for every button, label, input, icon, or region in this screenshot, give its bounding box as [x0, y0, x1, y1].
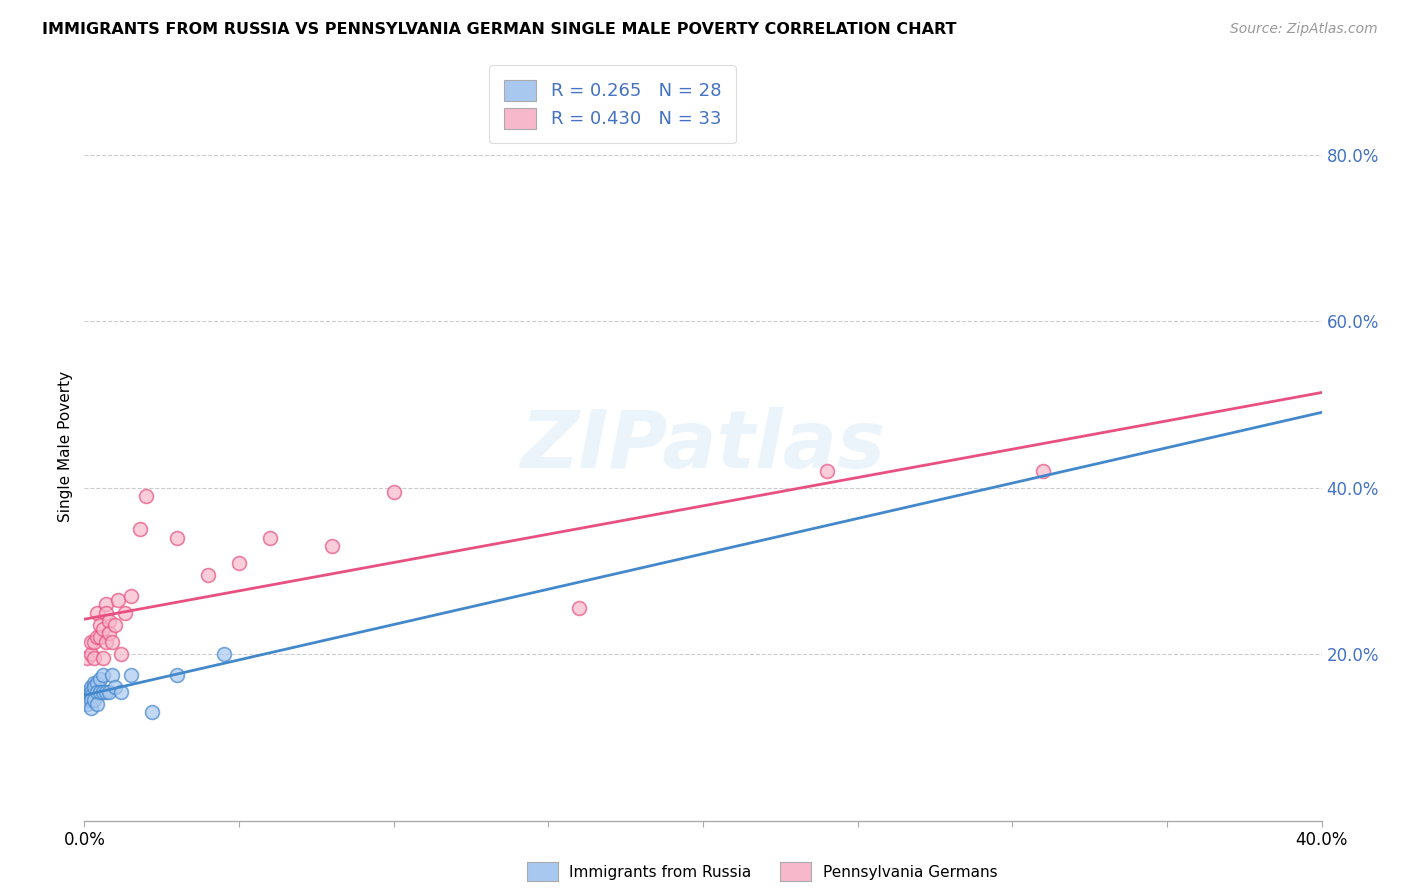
Point [79, 684, 101, 698]
Point [120, 668, 142, 682]
Point [76, 684, 98, 698]
Text: IMMIGRANTS FROM RUSSIA VS PENNSYLVANIA GERMAN SINGLE MALE POVERTY CORRELATION CH: IMMIGRANTS FROM RUSSIA VS PENNSYLVANIA G… [42, 22, 956, 37]
Y-axis label: Single Male Poverty: Single Male Poverty [58, 370, 73, 522]
Point [98, 626, 121, 640]
Point [94, 684, 117, 698]
Point [135, 489, 157, 503]
Point [110, 684, 132, 698]
Point [79, 693, 101, 707]
Point [83, 634, 105, 648]
Point [110, 647, 132, 661]
Point [86, 697, 108, 711]
Point [104, 618, 127, 632]
Point [321, 539, 343, 553]
Point [86, 606, 108, 620]
Point [86, 676, 108, 690]
Point [86, 631, 108, 645]
Point [76, 697, 98, 711]
Point [120, 589, 142, 603]
Point [101, 634, 124, 648]
Point [91, 684, 114, 698]
Point [228, 556, 250, 570]
Point [815, 464, 838, 478]
Point [86, 684, 108, 698]
Point [79, 647, 101, 661]
Point [83, 651, 105, 665]
Point [259, 531, 281, 545]
Point [212, 647, 235, 661]
Point [79, 701, 101, 715]
Point [382, 484, 405, 499]
Point [89, 631, 111, 645]
Point [166, 531, 188, 545]
Point [568, 601, 591, 615]
Point [83, 681, 105, 695]
Text: Immigrants from Russia: Immigrants from Russia [569, 865, 752, 880]
Point [79, 689, 101, 703]
Point [114, 606, 136, 620]
Point [107, 593, 129, 607]
Point [101, 668, 124, 682]
Text: Pennsylvania Germans: Pennsylvania Germans [823, 865, 997, 880]
Point [91, 668, 114, 682]
Text: Source: ZipAtlas.com: Source: ZipAtlas.com [1230, 22, 1378, 37]
Point [79, 634, 101, 648]
Point [141, 706, 163, 720]
Point [76, 689, 98, 703]
Point [129, 522, 152, 536]
Point [76, 693, 98, 707]
Point [98, 614, 121, 628]
Point [1032, 464, 1054, 478]
Text: ZIPatlas: ZIPatlas [520, 407, 886, 485]
Point [94, 606, 117, 620]
Point [83, 676, 105, 690]
Point [89, 684, 111, 698]
Point [89, 672, 111, 686]
Legend: R = 0.265   N = 28, R = 0.430   N = 33: R = 0.265 N = 28, R = 0.430 N = 33 [489, 65, 735, 144]
Point [91, 622, 114, 636]
Point [98, 684, 121, 698]
Point [94, 634, 117, 648]
Point [104, 681, 127, 695]
Point [76, 651, 98, 665]
Point [197, 568, 219, 582]
Point [166, 668, 188, 682]
Point [79, 681, 101, 695]
Point [94, 597, 117, 611]
Point [83, 693, 105, 707]
Point [91, 651, 114, 665]
Point [89, 618, 111, 632]
